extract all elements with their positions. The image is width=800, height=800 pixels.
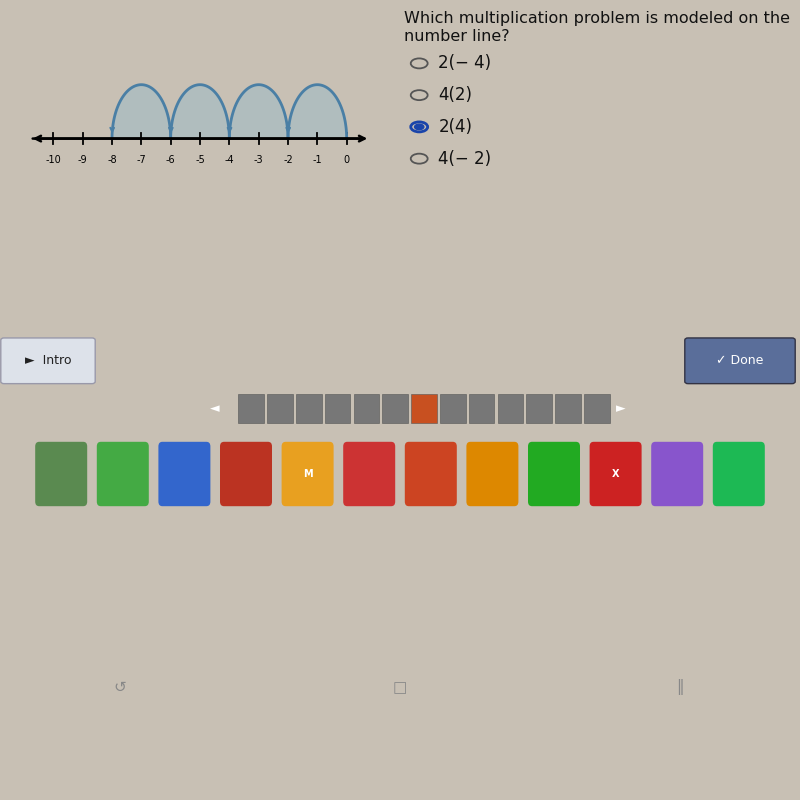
Text: ►: ►	[616, 402, 626, 415]
Bar	[354, 394, 379, 423]
FancyBboxPatch shape	[220, 442, 272, 506]
Text: -6: -6	[166, 154, 175, 165]
FancyBboxPatch shape	[466, 442, 518, 506]
Bar	[382, 394, 408, 423]
Text: 2(− 4): 2(− 4)	[438, 54, 491, 72]
Bar	[296, 394, 322, 423]
Text: ‖: ‖	[676, 679, 684, 695]
FancyBboxPatch shape	[405, 442, 457, 506]
Bar	[411, 394, 437, 423]
FancyBboxPatch shape	[685, 338, 795, 384]
Bar	[498, 394, 523, 423]
FancyBboxPatch shape	[282, 442, 334, 506]
Text: -4: -4	[225, 154, 234, 165]
Bar	[526, 394, 552, 423]
Bar	[584, 394, 610, 423]
Text: -9: -9	[78, 154, 87, 165]
Text: -1: -1	[313, 154, 322, 165]
Text: -8: -8	[107, 154, 117, 165]
Text: 0: 0	[344, 154, 350, 165]
Bar	[555, 394, 581, 423]
Text: -10: -10	[46, 154, 62, 165]
Bar	[238, 394, 264, 423]
Text: -2: -2	[283, 154, 293, 165]
FancyBboxPatch shape	[35, 442, 87, 506]
FancyBboxPatch shape	[343, 442, 395, 506]
FancyBboxPatch shape	[1, 338, 95, 384]
Text: ↺: ↺	[114, 680, 126, 694]
Bar	[440, 394, 466, 423]
FancyBboxPatch shape	[528, 442, 580, 506]
FancyBboxPatch shape	[713, 442, 765, 506]
Text: M: M	[302, 469, 313, 479]
Text: ►  Intro: ► Intro	[25, 354, 71, 367]
FancyBboxPatch shape	[158, 442, 210, 506]
Text: ◄: ◄	[210, 402, 219, 415]
FancyBboxPatch shape	[590, 442, 642, 506]
Text: ✓ Done: ✓ Done	[716, 354, 764, 367]
Text: 4(− 2): 4(− 2)	[438, 150, 491, 168]
FancyBboxPatch shape	[651, 442, 703, 506]
Bar	[267, 394, 293, 423]
Text: -3: -3	[254, 154, 263, 165]
Text: 2(4): 2(4)	[438, 118, 472, 136]
Bar	[325, 394, 350, 423]
Text: -5: -5	[195, 154, 205, 165]
Text: Which multiplication problem is modeled on the
number line?: Which multiplication problem is modeled …	[404, 11, 790, 44]
Circle shape	[414, 124, 424, 130]
FancyBboxPatch shape	[97, 442, 149, 506]
Text: □: □	[393, 680, 407, 694]
Text: 4(2): 4(2)	[438, 86, 472, 104]
Text: X: X	[612, 469, 619, 479]
Bar	[469, 394, 494, 423]
Text: -7: -7	[137, 154, 146, 165]
